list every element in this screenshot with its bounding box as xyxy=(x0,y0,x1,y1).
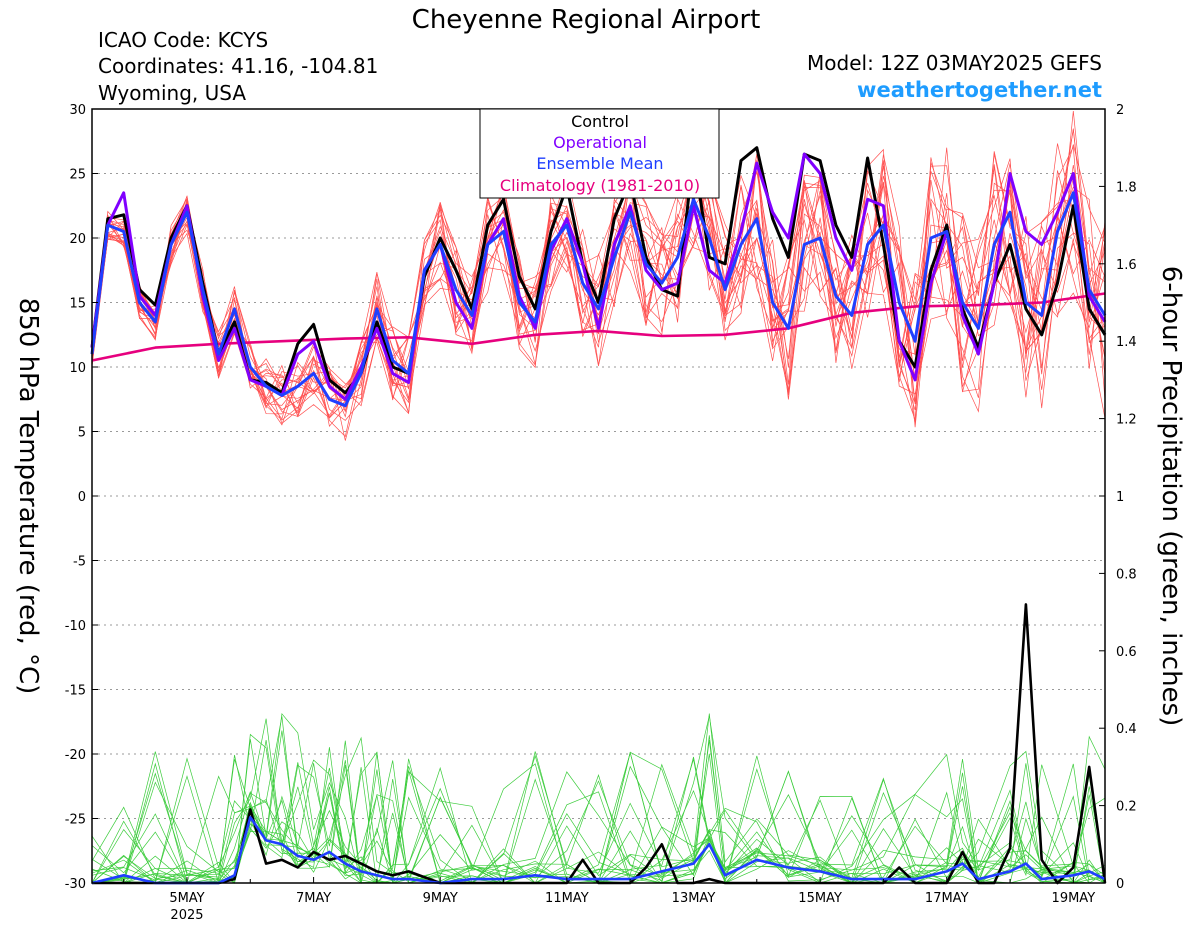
right-tick-label: 0.4 xyxy=(1116,722,1137,737)
x-tick-label: 13MAY xyxy=(672,891,716,906)
left-tick-label: -15 xyxy=(65,684,86,699)
legend-ensemble-mean: Ensemble Mean xyxy=(536,154,663,173)
right-tick-label: 0 xyxy=(1116,877,1124,892)
legend-climatology: Climatology (1981-2010) xyxy=(500,176,700,195)
x-axis-ticks: 5MAY 2025 7MAY 9MAY 11MAY 13MAY 15MAY 17MAY 19MA… xyxy=(123,877,1096,923)
temperature-climatology-line xyxy=(91,292,1106,362)
left-axis-title: 850 hPa Temperature (red, °C) xyxy=(13,298,43,695)
site-link[interactable]: weathertogether.net xyxy=(857,78,1102,102)
right-tick-label: 1.8 xyxy=(1116,180,1137,195)
x-tick-label: 17MAY xyxy=(925,891,969,906)
precipitation-member-line xyxy=(91,750,1106,884)
right-tick-label: 0.6 xyxy=(1116,645,1137,660)
left-tick-label: -10 xyxy=(65,619,86,634)
legend-operational: Operational xyxy=(553,133,647,152)
temperature-operational-line xyxy=(90,152,1107,401)
icao-code: ICAO Code: KCYS xyxy=(98,28,268,52)
left-tick-label: 5 xyxy=(78,426,86,441)
right-tick-label: 0.8 xyxy=(1116,567,1137,582)
x-tick-label: 9MAY xyxy=(423,891,458,906)
legend-control: Control xyxy=(571,112,629,131)
x-tick-label: 7MAY xyxy=(296,891,331,906)
right-tick-label: 0.2 xyxy=(1116,800,1137,815)
model-run: Model: 12Z 03MAY2025 GEFS xyxy=(807,51,1102,75)
temperature-member-line xyxy=(91,158,1106,421)
precipitation-member-line xyxy=(91,751,1106,884)
left-tick-label: 30 xyxy=(69,103,86,118)
right-tick-label: 1.6 xyxy=(1116,258,1137,273)
gridlines xyxy=(92,173,1105,819)
left-tick-label: -5 xyxy=(73,555,86,570)
chart-title: Cheyenne Regional Airport xyxy=(412,5,761,35)
legend-box xyxy=(479,108,720,199)
left-axis-ticks: 30 25 20 15 10 5 0 -5 -10 -15 -20 -25 -30 xyxy=(65,103,98,892)
left-tick-label: -20 xyxy=(65,748,86,763)
right-axis-title: 6-hour Precipitation (green, inches) xyxy=(1156,266,1186,726)
right-axis-ticks: 2 1.8 1.6 1.4 1.2 1 0.8 0.6 0.4 0.2 0 xyxy=(1099,103,1137,892)
coordinates: Coordinates: 41.16, -104.81 xyxy=(98,54,378,78)
x-tick-label: 19MAY xyxy=(1052,891,1096,906)
left-tick-label: -30 xyxy=(65,877,86,892)
precipitation-member-line xyxy=(91,712,1106,885)
left-tick-label: 0 xyxy=(78,490,86,505)
right-tick-label: 2 xyxy=(1116,103,1124,118)
x-tick-year: 2025 xyxy=(170,908,203,923)
right-tick-label: 1.4 xyxy=(1116,335,1137,350)
region: Wyoming, USA xyxy=(98,81,246,105)
precipitation-member-line xyxy=(92,715,1106,884)
x-tick-label: 5MAY xyxy=(169,891,204,906)
precipitation-member-line xyxy=(91,716,1106,884)
left-tick-label: 15 xyxy=(69,297,86,312)
legend: Control Operational Ensemble Mean Climat… xyxy=(479,108,720,199)
right-tick-label: 1.2 xyxy=(1116,413,1137,428)
left-tick-label: 20 xyxy=(69,232,86,247)
temperature-ensemble-mean-line xyxy=(90,191,1107,408)
left-tick-label: 25 xyxy=(69,168,86,183)
x-tick-label: 15MAY xyxy=(798,891,842,906)
left-tick-label: -25 xyxy=(65,813,86,828)
left-tick-label: 10 xyxy=(69,361,86,376)
right-tick-label: 1 xyxy=(1116,490,1124,505)
x-tick-label: 11MAY xyxy=(545,891,589,906)
